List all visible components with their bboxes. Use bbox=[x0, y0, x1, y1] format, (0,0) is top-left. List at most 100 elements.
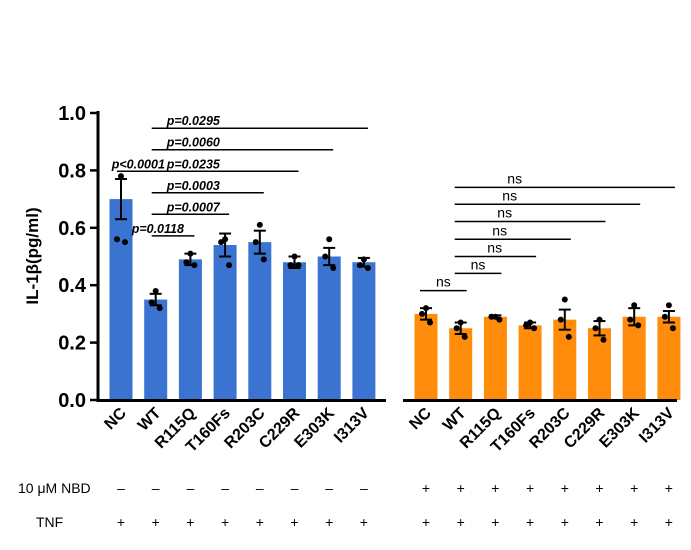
plus-sign: + bbox=[665, 514, 673, 530]
data-point bbox=[148, 299, 155, 306]
y-tick-label: 0.6 bbox=[58, 218, 86, 240]
y-tick-label: 0.8 bbox=[58, 160, 86, 182]
data-point bbox=[669, 325, 676, 332]
data-point bbox=[561, 296, 568, 303]
plus-sign: + bbox=[665, 480, 673, 496]
data-point bbox=[218, 239, 225, 246]
x-tick-label: E303K bbox=[291, 404, 338, 451]
data-point bbox=[183, 259, 190, 266]
data-point bbox=[291, 253, 298, 260]
y-tick-label: 1.0 bbox=[58, 103, 86, 125]
ns-label: ns bbox=[487, 240, 502, 256]
bar bbox=[449, 328, 473, 400]
data-point bbox=[631, 302, 638, 309]
data-point bbox=[118, 173, 124, 180]
y-axis bbox=[96, 111, 677, 402]
plus-sign: + bbox=[422, 514, 430, 530]
plus-sign: + bbox=[256, 514, 264, 530]
p-value-label: p=0.0295 bbox=[166, 114, 221, 128]
data-point bbox=[423, 305, 429, 312]
ns-label: ns bbox=[497, 204, 512, 220]
bar bbox=[352, 262, 376, 400]
y-axis-label: IL-1β(pg/ml) bbox=[23, 207, 42, 304]
x-tick-label: WT bbox=[440, 405, 470, 435]
data-point bbox=[187, 250, 194, 257]
data-point bbox=[457, 319, 464, 326]
data-point bbox=[661, 313, 668, 320]
plus-sign: + bbox=[186, 514, 194, 530]
data-point bbox=[356, 262, 363, 269]
minus-sign: – bbox=[291, 480, 299, 496]
bar bbox=[657, 316, 681, 400]
plus-sign: + bbox=[221, 514, 229, 530]
bar bbox=[588, 328, 611, 400]
plus-sign: + bbox=[325, 514, 333, 530]
bar bbox=[283, 262, 306, 400]
plus-sign: + bbox=[152, 514, 160, 530]
data-point bbox=[152, 287, 159, 294]
plus-sign: + bbox=[561, 480, 569, 496]
data-point bbox=[260, 256, 267, 263]
points-layer bbox=[114, 173, 676, 343]
data-point bbox=[557, 316, 564, 323]
minus-sign: – bbox=[152, 480, 160, 496]
data-point bbox=[256, 221, 263, 228]
data-point bbox=[226, 262, 233, 269]
data-point bbox=[596, 316, 603, 323]
plus-sign: + bbox=[117, 514, 125, 530]
x-tick-label: WT bbox=[135, 405, 165, 435]
p-value-label: p<0.0001 bbox=[111, 157, 165, 171]
bar bbox=[109, 199, 133, 400]
plus-sign: + bbox=[630, 514, 638, 530]
plus-sign: + bbox=[526, 514, 534, 530]
plus-sign: + bbox=[360, 514, 368, 530]
p-value-label: p=0.0060 bbox=[166, 136, 220, 150]
data-point bbox=[635, 322, 642, 329]
minus-sign: – bbox=[256, 480, 264, 496]
data-point bbox=[419, 310, 425, 317]
tnf-row-label: TNF bbox=[36, 514, 63, 530]
bar bbox=[248, 242, 272, 400]
x-tick-label: E303K bbox=[596, 404, 643, 451]
bar bbox=[317, 256, 341, 400]
data-point bbox=[122, 239, 128, 246]
x-tick-label: NC bbox=[406, 404, 435, 433]
x-tick-label: I313V bbox=[331, 405, 373, 447]
data-point bbox=[156, 305, 163, 312]
y-tick-label: 0.0 bbox=[58, 390, 86, 412]
data-point bbox=[326, 236, 333, 243]
annotations-layer: p<0.0001 p=0.0118 p=0.0007 p=0.0003 p=0.0235… bbox=[111, 114, 675, 292]
plus-sign: + bbox=[526, 480, 534, 496]
p-value-label: p=0.0118 bbox=[131, 222, 184, 236]
plus-sign: + bbox=[561, 514, 569, 530]
y-ticks: 0.0 0.2 0.4 0.6 0.8 1.0 bbox=[58, 103, 98, 412]
data-point bbox=[592, 325, 599, 332]
plus-sign: + bbox=[457, 480, 465, 496]
bars-layer bbox=[109, 199, 681, 400]
data-point bbox=[364, 264, 371, 271]
minus-sign: – bbox=[325, 480, 333, 496]
minus-sign: – bbox=[117, 480, 125, 496]
plus-sign: + bbox=[457, 514, 465, 530]
plus-sign: + bbox=[491, 514, 499, 530]
x-tick-label: NC bbox=[101, 404, 130, 433]
bar bbox=[483, 316, 507, 400]
ns-label: ns bbox=[492, 222, 507, 238]
bar bbox=[213, 245, 237, 400]
plus-sign: + bbox=[491, 480, 499, 496]
data-point bbox=[523, 322, 530, 329]
data-point bbox=[114, 236, 120, 243]
minus-sign: – bbox=[187, 480, 195, 496]
bar bbox=[518, 325, 542, 400]
plus-sign: + bbox=[595, 514, 603, 530]
data-point bbox=[330, 264, 337, 271]
data-point bbox=[565, 333, 572, 340]
y-tick-label: 0.4 bbox=[58, 275, 87, 297]
y-tick-label: 0.2 bbox=[58, 333, 86, 355]
data-point bbox=[295, 262, 302, 269]
bar bbox=[414, 313, 438, 400]
ns-label: ns bbox=[471, 256, 486, 272]
condition-table: 10 μM NBD – – – – – – – – + + + + + + + + TNF + + + + + + + + + + + +… bbox=[18, 480, 673, 530]
